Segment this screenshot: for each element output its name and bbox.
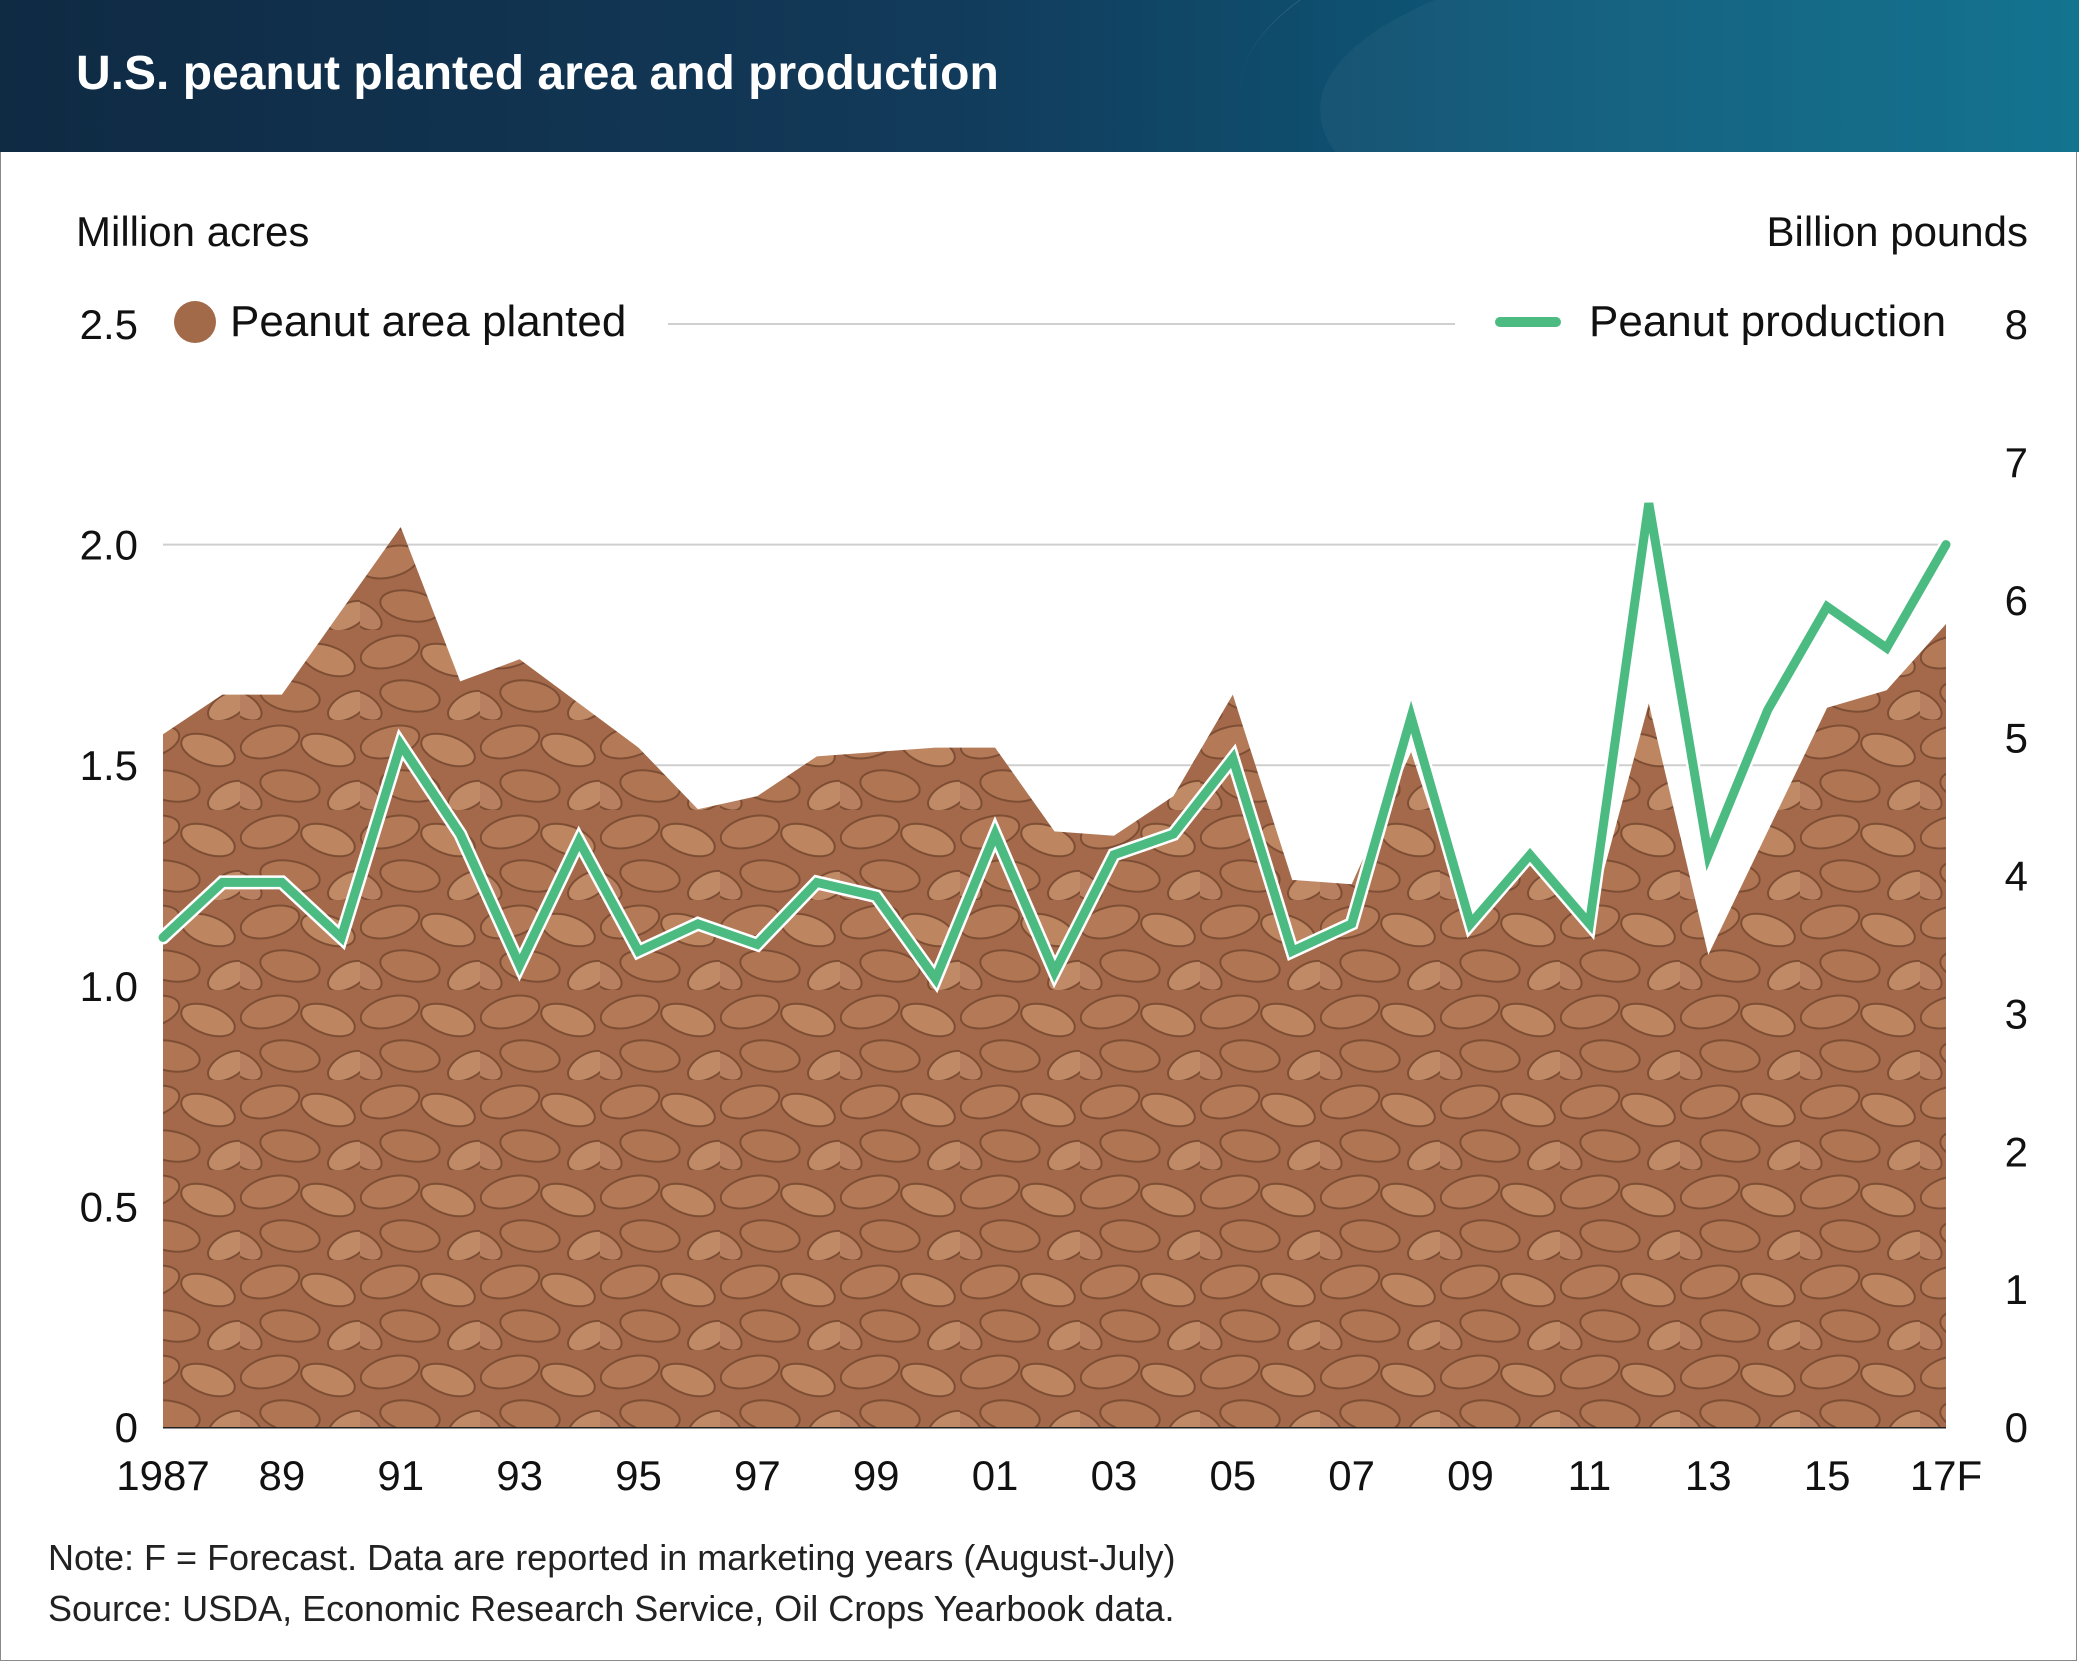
x-tick-label: 95: [615, 1452, 662, 1499]
x-tick-label: 15: [1804, 1452, 1851, 1499]
x-tick-label: 13: [1685, 1452, 1732, 1499]
legend-line: Peanut production: [1495, 297, 1946, 347]
left-axis-ticks: 0 0.5 1.0 1.5 2.0 2.5: [80, 301, 138, 1451]
left-tick-label: 1.0: [80, 963, 138, 1010]
left-tick-label: 2.0: [80, 522, 138, 569]
left-tick-label: 2.5: [80, 301, 138, 348]
right-tick-label: 1: [2005, 1266, 2028, 1313]
legend-area-label: Peanut area planted: [230, 297, 627, 346]
left-axis-title: Million acres: [76, 208, 310, 255]
right-tick-label: 4: [2005, 853, 2028, 900]
right-tick-label: 2: [2005, 1128, 2028, 1175]
right-tick-label: 7: [2005, 439, 2028, 486]
source-text: Source: USDA, Economic Research Service,…: [48, 1588, 1175, 1629]
x-tick-label: 97: [734, 1452, 781, 1499]
title-banner: U.S. peanut planted area and production: [0, 0, 2079, 152]
right-tick-label: 3: [2005, 990, 2028, 1037]
right-tick-label: 0: [2005, 1404, 2028, 1451]
x-axis-ticks: 1987 89 91 93 95 97 99 01 03 05 07 09 11 13 15 17F: [116, 1452, 1982, 1499]
line-series: [156, 502, 1953, 994]
chart-title: U.S. peanut planted area and production: [76, 47, 999, 100]
right-tick-label: 5: [2005, 715, 2028, 762]
right-tick-label: 8: [2005, 301, 2028, 348]
legend-area: Peanut area planted: [174, 297, 626, 347]
x-tick-label: 05: [1209, 1452, 1256, 1499]
x-tick-label: 89: [259, 1452, 306, 1499]
x-tick-label: 1987: [116, 1452, 209, 1499]
left-tick-label: 0.5: [80, 1183, 138, 1230]
left-tick-label: 1.5: [80, 742, 138, 789]
production-line: [158, 502, 1951, 989]
x-tick-label: 99: [853, 1452, 900, 1499]
x-tick-label: 93: [496, 1452, 543, 1499]
x-tick-label: 03: [1091, 1452, 1138, 1499]
right-tick-label: 6: [2005, 577, 2028, 624]
x-tick-label: 91: [377, 1452, 424, 1499]
right-axis-title: Billion pounds: [1766, 208, 2028, 255]
x-tick-label: 01: [972, 1452, 1019, 1499]
x-tick-label: 17F: [1910, 1452, 1982, 1499]
x-tick-label: 07: [1328, 1452, 1375, 1499]
right-axis-ticks: 0 1 2 3 4 5 6 7 8: [2005, 301, 2028, 1451]
left-tick-label: 0: [115, 1404, 138, 1451]
note-text: Note: F = Forecast. Data are reported in…: [48, 1537, 1176, 1578]
x-tick-label: 11: [1568, 1452, 1612, 1499]
legend-line-label: Peanut production: [1589, 297, 1947, 346]
legend-area-swatch: [174, 301, 216, 343]
legend-line-swatch: [1495, 317, 1561, 327]
x-tick-label: 09: [1447, 1452, 1494, 1499]
